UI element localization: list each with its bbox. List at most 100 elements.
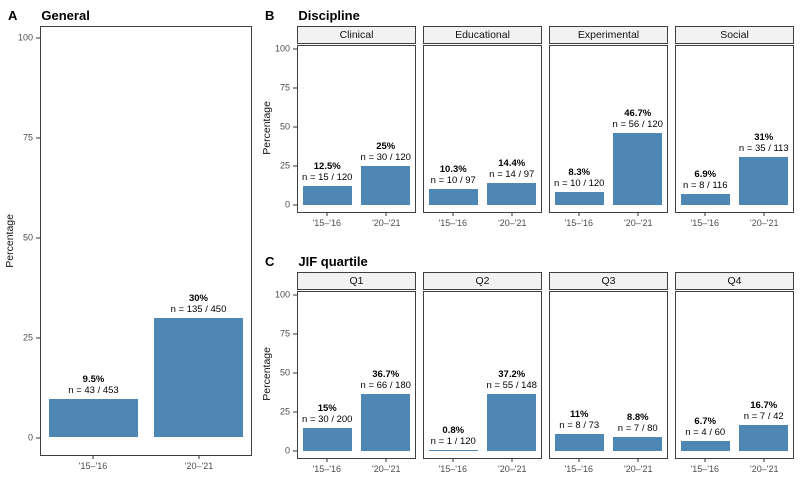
bar [361,166,411,206]
bar-percent-label: 10.3% [439,164,467,176]
bar-label: 8.3% n = 10 / 120 [554,167,604,189]
y-tick: 75 [22,132,40,143]
x-axis: '15–'16 '20–'21 [40,456,252,474]
y-tick-mark [293,450,297,452]
bar-percent-label: 6.7% [694,415,717,427]
bar-percent-label: 14.4% [498,157,526,169]
facet: Clinical 12.5% n = 15 / 120 25% n = 30 / 120… [297,26,416,231]
x-tick-label: '20–'21 [624,218,653,228]
y-tick: 25 [280,161,297,170]
y-axis-title: Percentage [261,290,273,458]
bar [613,437,663,452]
bar-label: 16.7% n = 7 / 42 [744,400,784,422]
panel-letter: B [265,7,275,23]
bar-n-label: n = 43 / 453 [68,385,119,397]
panel-a-general: A General Percentage 100 75 50 25 0 9.5% n = 43 /… [0,0,257,492]
y-tick-mark [293,87,297,89]
y-tick: 25 [280,407,297,416]
x-tick-label: '20–'21 [498,464,527,474]
plot-panel: 6.9% n = 8 / 116 31% n = 35 / 113 [675,45,794,213]
bar-n-label: n = 14 / 97 [489,168,535,180]
plot-panel: 6.7% n = 4 / 60 16.7% n = 7 / 42 [675,291,794,459]
x-tick-label: '15–'16 [564,464,593,474]
y-tick-mark [293,204,297,206]
y-axis-title-text: Percentage [4,214,16,268]
facet-strip: Q3 [549,272,668,290]
x-tick-mark [326,213,328,216]
facet: Social 6.9% n = 8 / 116 31% n = 35 / 113 '15–… [675,26,794,231]
y-tick-label: 0 [284,445,290,456]
bar [302,185,352,206]
bar [302,427,352,452]
x-tick-mark [511,459,513,462]
facet-row: 9.5% n = 43 / 453 30% n = 135 / 450 '15–'16 '… [40,26,252,474]
x-axis: '15–'16 '20–'21 [297,213,416,231]
y-tick-label: 75 [279,82,290,93]
panel-letter: A [8,7,18,23]
chart-body: Percentage 100 75 50 25 0 Clinical 12.5% n = 15 … [261,26,794,231]
bar [554,434,604,452]
y-axis-title: Percentage [4,26,16,456]
x-tick-label: '20–'21 [184,461,214,471]
bar-percent-label: 0.8% [442,424,465,436]
facet-strip: Social [675,26,794,44]
y-tick: 75 [280,83,297,92]
x-tick-label: '15–'16 [564,218,593,228]
panel-header: A General [4,4,255,26]
y-tick-mark [293,165,297,167]
y-axis: 100 75 50 25 0 [273,290,297,458]
bar-label: 12.5% n = 15 / 120 [302,161,352,183]
y-tick-mark [293,411,297,413]
y-tick-label: 75 [22,132,33,143]
bar-label: 36.7% n = 66 / 180 [361,369,411,391]
y-tick-label: 100 [274,43,290,54]
y-tick-label: 0 [284,199,290,210]
y-axis: 100 75 50 25 0 [16,26,40,456]
y-axis-title: Percentage [261,44,273,212]
x-tick-mark [198,456,200,459]
x-tick-label: '15–'16 [690,218,719,228]
y-tick-label: 50 [22,232,33,243]
x-tick-label: '20–'21 [750,464,779,474]
bar-percent-label: 6.9% [694,169,717,181]
x-tick-mark [763,213,765,216]
plot-panel: 15% n = 30 / 200 36.7% n = 66 / 180 [297,291,416,459]
x-axis: '15–'16 '20–'21 [675,213,794,231]
facet-strip: Q1 [297,272,416,290]
bar-n-label: n = 7 / 42 [743,411,784,423]
bar [487,393,537,452]
bar-n-label: n = 1 / 120 [430,435,476,447]
bar-label: 8.8% n = 7 / 80 [618,412,658,434]
y-tick-label: 25 [22,332,33,343]
bar-label: 31% n = 35 / 113 [739,132,789,154]
x-tick-mark [385,213,387,216]
y-tick-label: 50 [279,367,290,378]
x-tick-mark [385,459,387,462]
x-tick-label: '15–'16 [438,218,467,228]
panel-header: B Discipline [261,4,794,26]
x-axis: '15–'16 '20–'21 [549,459,668,477]
y-tick-mark [293,126,297,128]
y-tick-label: 100 [274,289,290,300]
plot-panel: 12.5% n = 15 / 120 25% n = 30 / 120 [297,45,416,213]
bar-label: 30% n = 135 / 450 [171,293,227,315]
y-tick-label: 25 [279,160,290,171]
panel-title: JIF quartile [298,253,368,269]
bar-percent-label: 11% [569,409,589,421]
bar [487,182,537,206]
facet-strip: Experimental [549,26,668,44]
facet-strip: Clinical [297,26,416,44]
bar-percent-label: 15% [317,402,337,414]
y-tick-label: 75 [279,328,290,339]
plot-panel: 8.3% n = 10 / 120 46.7% n = 56 / 120 [549,45,668,213]
facet-row: Clinical 12.5% n = 15 / 120 25% n = 30 / 120… [297,26,794,231]
bar-n-label: n = 55 / 148 [486,379,537,391]
plot-panel: 10.3% n = 10 / 97 14.4% n = 14 / 97 [423,45,542,213]
y-tick: 75 [280,329,297,338]
bar-percent-label: 9.5% [82,374,105,386]
chart-body: Percentage 100 75 50 25 0 Q1 15% n = 30 / 200 36.… [261,272,794,477]
bar [739,157,789,206]
y-tick: 0 [285,446,297,455]
bar-label: 46.7% n = 56 / 120 [613,108,663,130]
